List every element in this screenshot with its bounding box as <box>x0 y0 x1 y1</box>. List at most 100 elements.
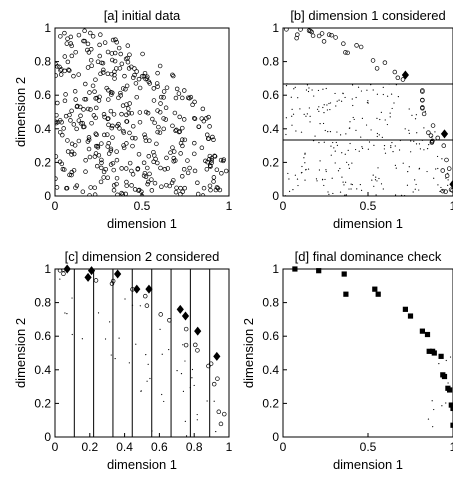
data-point <box>285 117 287 119</box>
data-point <box>65 149 71 154</box>
data-point <box>159 184 164 189</box>
data-point <box>55 73 58 78</box>
data-point <box>329 32 334 38</box>
data-point <box>144 76 150 81</box>
data-point <box>124 179 129 185</box>
data-point <box>155 84 160 89</box>
data-point <box>118 90 123 96</box>
data-point <box>86 146 92 152</box>
data-point <box>170 123 175 129</box>
data-point <box>76 32 82 38</box>
data-point <box>119 166 124 171</box>
data-point <box>394 194 397 196</box>
data-point <box>66 313 68 315</box>
data-point <box>398 149 401 151</box>
data-point <box>109 51 115 56</box>
data-point <box>376 180 378 182</box>
y-axis-label: dimension 2 <box>13 318 28 388</box>
data-point <box>110 57 115 63</box>
data-point <box>141 173 147 178</box>
data-point <box>123 86 128 92</box>
diamond-marker <box>440 129 449 139</box>
data-point <box>140 390 143 392</box>
data-point <box>58 68 63 73</box>
data-point <box>99 157 104 163</box>
data-point <box>182 88 187 93</box>
data-point <box>353 118 355 121</box>
data-point <box>164 85 170 90</box>
data-point <box>106 141 111 146</box>
panel-3: [c] dimension 2 considered 0 0.2 0.4 0.6 0.8 1… <box>13 249 233 472</box>
data-point <box>341 152 343 154</box>
data-point <box>378 177 380 180</box>
data-point <box>167 317 172 323</box>
data-point <box>298 28 303 32</box>
data-point <box>97 312 100 314</box>
data-point <box>101 67 106 73</box>
data-point <box>341 176 343 178</box>
data-point <box>370 84 372 86</box>
data-point <box>215 185 221 191</box>
data-point <box>287 172 289 175</box>
data-point <box>335 105 337 107</box>
data-point <box>413 140 415 142</box>
data-point <box>94 132 99 137</box>
data-point <box>219 171 224 176</box>
data-point <box>359 183 361 186</box>
data-point <box>384 119 386 121</box>
data-point <box>211 175 217 180</box>
x-axis-label: dimension 1 <box>333 216 403 231</box>
square-marker <box>431 350 437 356</box>
data-point <box>161 95 166 100</box>
y-tick-label: 0.8 <box>262 55 279 69</box>
data-point <box>378 134 380 136</box>
data-point <box>101 169 107 175</box>
data-point <box>89 120 94 126</box>
data-point <box>147 171 152 177</box>
data-point <box>119 61 125 67</box>
data-point <box>55 154 59 159</box>
y-tick-label: 0.2 <box>34 396 51 410</box>
data-point <box>326 104 328 106</box>
data-point <box>340 100 343 102</box>
data-point <box>104 338 107 340</box>
data-point <box>350 183 352 185</box>
data-point <box>428 144 430 146</box>
data-point <box>339 134 342 136</box>
data-point <box>69 152 74 157</box>
data-point <box>58 72 64 77</box>
data-point <box>310 33 316 38</box>
data-point <box>95 59 101 64</box>
data-point <box>382 188 384 190</box>
diamond-marker <box>449 179 453 189</box>
data-point <box>408 166 410 168</box>
data-point <box>421 111 427 117</box>
data-point <box>163 105 169 111</box>
data-point <box>191 115 197 121</box>
data-point <box>110 123 115 129</box>
data-point <box>212 153 217 159</box>
data-point <box>447 172 449 174</box>
data-point <box>145 181 150 187</box>
data-point <box>431 400 433 402</box>
data-point <box>303 113 305 115</box>
data-point <box>441 143 447 148</box>
data-point <box>391 141 393 144</box>
data-point <box>191 377 193 379</box>
data-point <box>93 143 99 149</box>
data-point <box>185 435 188 437</box>
data-point <box>352 116 354 119</box>
x-tick-label: 0.4 <box>116 440 133 454</box>
data-point <box>307 90 310 93</box>
data-point <box>170 145 175 150</box>
data-point <box>64 185 70 191</box>
data-point <box>92 192 98 196</box>
data-point <box>142 132 147 137</box>
data-point <box>318 110 320 113</box>
data-point <box>114 175 120 181</box>
data-point <box>200 106 206 112</box>
data-point <box>376 132 378 135</box>
data-point <box>390 145 392 147</box>
data-point <box>380 111 382 113</box>
data-point <box>445 177 447 179</box>
